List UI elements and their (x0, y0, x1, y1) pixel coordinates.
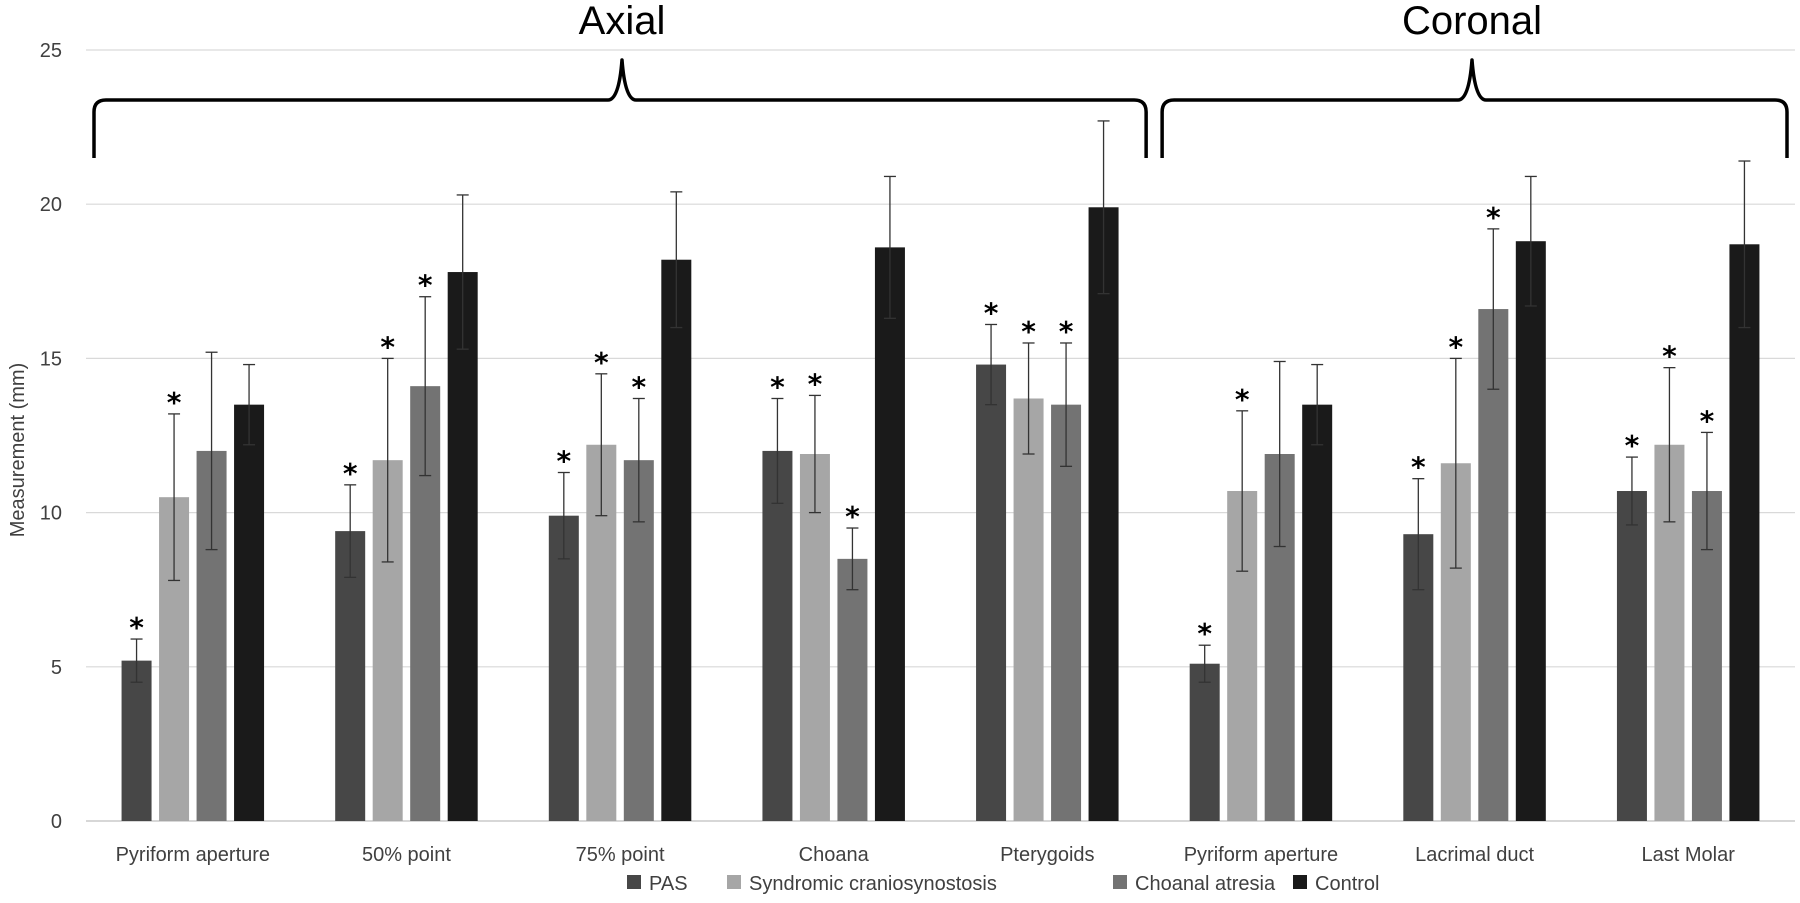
legend-swatch (727, 875, 741, 889)
y-axis-ticks: 0 5 10 15 20 25 (40, 40, 62, 833)
significance-marker: * (845, 500, 860, 533)
legend-label: PAS (649, 873, 688, 895)
bar (1189, 663, 1220, 821)
legend-swatch (1113, 875, 1127, 889)
legend-swatch (627, 875, 641, 889)
bar (976, 364, 1007, 821)
y-tick-label: 15 (40, 348, 62, 370)
significance-marker: * (1021, 315, 1036, 348)
significance-marker: * (1411, 451, 1426, 484)
bar (1088, 207, 1119, 821)
group-brackets: Axial Coronal (92, 0, 1789, 158)
x-tick-label: Lacrimal duct (1415, 844, 1534, 866)
bar (799, 454, 830, 821)
y-tick-label: 20 (40, 194, 62, 216)
significance-marker: * (1662, 340, 1677, 373)
significance-marker: * (808, 367, 823, 400)
y-axis-label: Measurement (mm) (7, 363, 29, 537)
significance-marker: * (167, 386, 182, 419)
bar (1729, 244, 1760, 822)
bar (548, 515, 579, 821)
group-title: Coronal (1402, 0, 1542, 43)
significance-marker: * (418, 269, 433, 302)
bar (335, 531, 366, 821)
significance-marker: * (1448, 330, 1463, 363)
x-tick-label: Pterygoids (1000, 844, 1095, 866)
legend-label: Choanal atresia (1135, 873, 1276, 895)
significance-marker: * (770, 370, 785, 403)
significance-marker: * (1625, 429, 1640, 462)
bar (1616, 491, 1647, 821)
x-tick-label: Last Molar (1642, 844, 1736, 866)
group-bracket (1160, 58, 1789, 158)
x-tick-label: Choana (799, 844, 870, 866)
y-tick-label: 10 (40, 503, 62, 525)
bar (1051, 404, 1082, 821)
group-bracket (92, 58, 1148, 158)
bar (121, 660, 152, 821)
bar (1515, 241, 1546, 821)
significance-marker: * (556, 445, 571, 478)
significance-marker: * (1700, 404, 1715, 437)
bar (874, 247, 905, 822)
significance-marker: * (1197, 617, 1212, 650)
bar (762, 450, 793, 821)
y-tick-label: 5 (51, 657, 62, 679)
bar (1302, 404, 1333, 821)
legend-label: Syndromic craniosynostosis (749, 873, 997, 895)
x-tick-label: 50% point (362, 844, 451, 866)
x-tick-label: 75% point (576, 844, 665, 866)
legend: PAS Syndromic craniosynostosis Choanal atr… (627, 873, 1379, 895)
significance-marker: * (380, 330, 395, 363)
group-title: Axial (579, 0, 666, 43)
significance-marker: * (1486, 201, 1501, 234)
significance-marker: * (343, 457, 358, 490)
bar (447, 272, 478, 822)
significance-marker: * (1235, 383, 1250, 416)
significance-marker: * (1059, 315, 1074, 348)
x-tick-label: Pyriform aperture (116, 844, 271, 866)
legend-label: Control (1315, 873, 1379, 895)
x-tick-label: Pyriform aperture (1184, 844, 1339, 866)
bar (661, 259, 692, 821)
y-tick-label: 25 (40, 40, 62, 62)
y-tick-label: 0 (51, 811, 62, 833)
significance-marker: * (594, 346, 609, 379)
bar (837, 558, 868, 821)
x-axis-ticks: Pyriform aperture 50% point 75% point Choan… (116, 844, 1736, 866)
significance-marker: * (129, 611, 144, 644)
bar (1478, 309, 1509, 821)
bar (1013, 398, 1044, 821)
bar (234, 404, 265, 821)
legend-swatch (1293, 875, 1307, 889)
significance-marker: * (631, 370, 646, 403)
significance-marker: * (984, 296, 999, 329)
bars: * * * * * * * * * * * * * * * * * * * * * * (121, 120, 1760, 822)
gridlines (86, 49, 1795, 822)
